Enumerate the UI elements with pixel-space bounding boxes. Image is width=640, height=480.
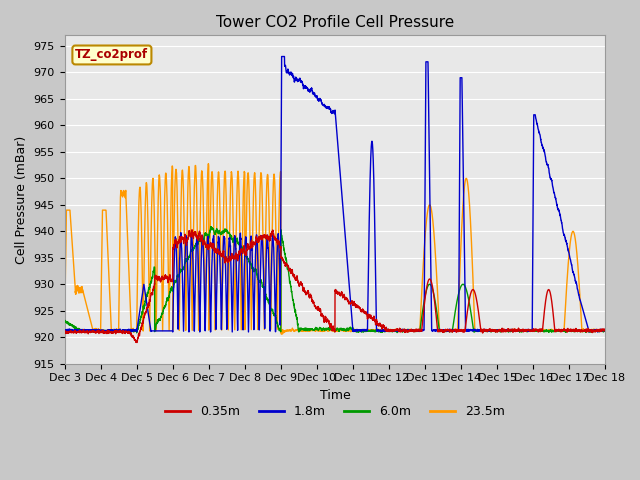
Text: TZ_co2prof: TZ_co2prof: [76, 48, 148, 61]
Y-axis label: Cell Pressure (mBar): Cell Pressure (mBar): [15, 135, 28, 264]
X-axis label: Time: Time: [319, 389, 350, 402]
Title: Tower CO2 Profile Cell Pressure: Tower CO2 Profile Cell Pressure: [216, 15, 454, 30]
Legend: 0.35m, 1.8m, 6.0m, 23.5m: 0.35m, 1.8m, 6.0m, 23.5m: [160, 400, 510, 423]
